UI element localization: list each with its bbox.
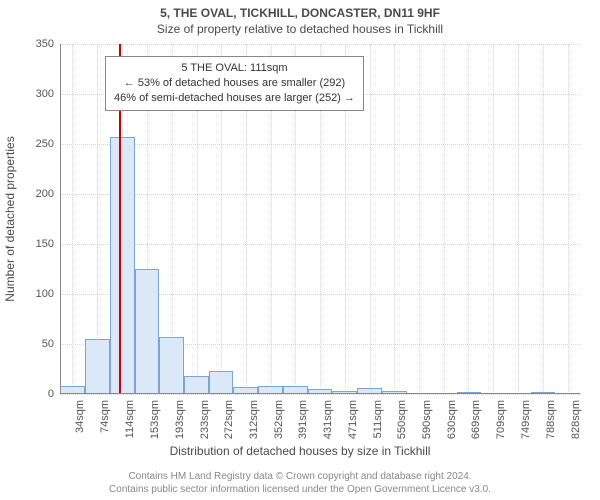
attribution-footer: Contains HM Land Registry data © Crown c…: [0, 471, 600, 496]
gridline-v: [568, 44, 569, 394]
x-axis-line: [60, 393, 580, 394]
x-tick-label: 590sqm: [419, 394, 433, 439]
y-tick-label: 50: [42, 338, 54, 350]
annotation-line1: 5 THE OVAL: 111sqm: [114, 61, 355, 76]
x-tick-label: 391sqm: [295, 394, 309, 439]
x-tick-label: 511sqm: [370, 394, 384, 438]
gridline-v: [394, 44, 395, 394]
x-tick-label: 749sqm: [518, 394, 532, 439]
y-axis-line: [60, 44, 61, 394]
x-tick-label: 312sqm: [246, 394, 260, 439]
footer-line-1: Contains HM Land Registry data © Crown c…: [0, 471, 600, 484]
y-tick-label: 200: [36, 188, 54, 200]
y-tick-label: 150: [36, 238, 54, 250]
y-tick-label: 250: [36, 138, 54, 150]
gridline-v: [370, 44, 371, 394]
gridline-v: [468, 44, 469, 394]
chart-titles: 5, THE OVAL, TICKHILL, DONCASTER, DN11 9…: [0, 0, 600, 36]
histogram-plot: 05010015020025030035034sqm74sqm114sqm153…: [60, 44, 580, 394]
y-tick-label: 0: [48, 388, 54, 400]
gridline-v: [543, 44, 544, 394]
x-axis-title: Distribution of detached houses by size …: [0, 444, 600, 458]
x-tick-label: 550sqm: [394, 394, 408, 439]
x-tick-label: 193sqm: [172, 394, 186, 439]
annotation-line3: 46% of semi-detached houses are larger (…: [114, 91, 355, 106]
x-tick-label: 233sqm: [197, 394, 211, 439]
gridline-v: [72, 44, 73, 394]
annotation-box: 5 THE OVAL: 111sqm← 53% of detached hous…: [105, 56, 364, 111]
x-tick-label: 34sqm: [72, 394, 86, 433]
gridline-v: [419, 44, 420, 394]
histogram-bar: [85, 339, 110, 394]
x-tick-label: 669sqm: [468, 394, 482, 439]
y-tick-label: 100: [36, 288, 54, 300]
x-tick-label: 352sqm: [271, 394, 285, 439]
x-tick-label: 431sqm: [320, 394, 334, 439]
x-tick-label: 272sqm: [221, 394, 235, 439]
x-tick-label: 471sqm: [345, 394, 359, 439]
histogram-bar: [209, 371, 233, 394]
x-tick-label: 709sqm: [493, 394, 507, 439]
gridline-v: [493, 44, 494, 394]
histogram-bar: [110, 137, 135, 394]
y-axis-title: Number of detached properties: [3, 136, 17, 301]
histogram-bar: [135, 269, 159, 394]
histogram-bar: [159, 337, 184, 394]
x-tick-label: 788sqm: [543, 394, 557, 439]
y-tick-label: 300: [36, 88, 54, 100]
gridline-v: [518, 44, 519, 394]
y-tick-label: 350: [36, 38, 54, 50]
x-tick-label: 153sqm: [147, 394, 161, 439]
title-sub: Size of property relative to detached ho…: [0, 22, 600, 36]
footer-line-2: Contains public sector information licen…: [0, 484, 600, 497]
x-tick-label: 630sqm: [444, 394, 458, 439]
gridline-v: [444, 44, 445, 394]
x-tick-label: 828sqm: [568, 394, 582, 439]
title-main: 5, THE OVAL, TICKHILL, DONCASTER, DN11 9…: [0, 6, 600, 20]
x-tick-label: 74sqm: [97, 394, 111, 433]
x-tick-label: 114sqm: [122, 394, 136, 438]
histogram-bar: [184, 376, 209, 394]
annotation-line2: ← 53% of detached houses are smaller (29…: [114, 76, 355, 91]
